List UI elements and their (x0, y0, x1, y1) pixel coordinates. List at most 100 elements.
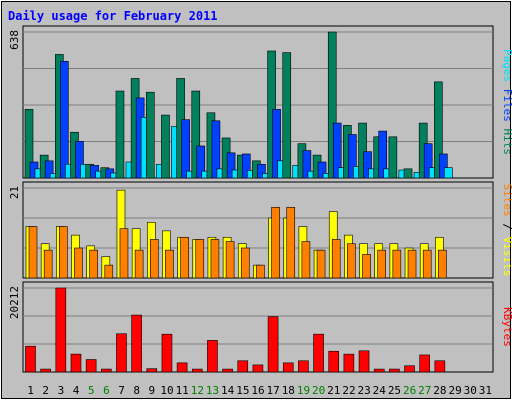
bar-hits-day-9 (145, 91, 155, 179)
bar-kbytes-day-14 (222, 368, 233, 373)
bar-kbytes-day-9 (146, 368, 158, 373)
x-tick-label-18: 18 (282, 384, 295, 397)
x-tick-label-3: 3 (58, 384, 65, 397)
x-tick-label-9: 9 (149, 384, 156, 397)
bar-kbytes-day-8 (131, 314, 142, 373)
legend-top: Pages Files Hits (501, 49, 512, 155)
bar-files-day-19 (302, 150, 312, 179)
bar-files-day-20 (317, 161, 327, 179)
bar-kbytes-day-6 (101, 368, 112, 373)
x-tick-label-6: 6 (103, 384, 110, 397)
x-tick-label-31: 31 (479, 384, 492, 397)
x-tick-label-28: 28 (433, 384, 446, 397)
bar-sites-day-28 (438, 249, 447, 279)
bar-sites-day-15 (240, 247, 250, 279)
x-tick-label-23: 23 (358, 384, 371, 397)
x-tick-label-16: 16 (251, 384, 264, 397)
bar-sites-day-22 (347, 243, 356, 279)
bar-files-day-27 (423, 143, 433, 179)
bar-kbytes-day-28 (434, 360, 446, 373)
x-tick-label-12: 12 (191, 384, 204, 397)
bar-sites-day-23 (362, 254, 371, 279)
legend-item-visits: Visits (501, 230, 512, 276)
bar-kbytes-day-1 (25, 345, 36, 373)
bar-kbytes-day-2 (40, 368, 51, 373)
bar-hits-day-10 (161, 114, 170, 179)
bar-kbytes-day-4 (70, 353, 82, 373)
bar-sites-day-10 (165, 249, 174, 279)
bar-sites-day-18 (286, 206, 296, 279)
x-tick-label-30: 30 (464, 384, 477, 397)
bar-sites-day-17 (271, 206, 280, 279)
bar-files-day-21 (332, 122, 342, 179)
bar-sites-day-26 (407, 249, 417, 279)
bar-files-day-16 (257, 163, 266, 179)
bar-sites-day-4 (74, 247, 83, 279)
bar-kbytes-day-24 (373, 368, 385, 373)
x-tick-label-26: 26 (403, 384, 416, 397)
bar-kbytes-day-20 (313, 333, 324, 373)
x-tick-label-24: 24 (373, 384, 387, 397)
bar-kbytes-day-16 (252, 364, 264, 373)
bar-files-day-28 (439, 153, 448, 179)
bar-kbytes-day-15 (237, 360, 249, 373)
x-tick-label-5: 5 (88, 384, 95, 397)
bar-hits-day-18 (282, 52, 292, 179)
x-tick-label-22: 22 (342, 384, 355, 397)
bar-sites-day-6 (104, 264, 114, 279)
bar-hits-day-12 (191, 90, 201, 179)
x-tick-label-25: 25 (388, 384, 401, 397)
bar-sites-day-16 (256, 264, 265, 279)
bar-files-day-23 (363, 151, 372, 179)
bar-kbytes-day-5 (85, 359, 97, 373)
panel-top (22, 25, 494, 179)
max-label-bottom: 20212 (8, 286, 21, 319)
bar-files-day-11 (181, 119, 190, 179)
bar-kbytes-day-21 (328, 350, 340, 373)
bar-sites-day-21 (331, 239, 341, 279)
x-tick-label-14: 14 (221, 384, 235, 397)
bar-sites-day-19 (301, 241, 311, 279)
bar-kbytes-day-27 (419, 354, 430, 373)
x-tick-label-1: 1 (27, 384, 34, 397)
x-tick-label-8: 8 (133, 384, 140, 397)
legend-item-pages: Pages (501, 49, 512, 82)
bar-sites-day-24 (377, 249, 387, 279)
bar-files-day-12 (196, 145, 206, 179)
bar-files-day-3 (60, 60, 69, 179)
bar-kbytes-day-26 (404, 365, 415, 373)
x-tick-label-27: 27 (418, 384, 431, 397)
bar-kbytes-day-10 (161, 333, 173, 373)
bar-sites-day-25 (392, 249, 402, 279)
legend-bottom: KBytes (501, 307, 512, 347)
panel-bottom (22, 281, 494, 373)
x-tick-label-29: 29 (448, 384, 461, 397)
x-tick-label-4: 4 (73, 384, 80, 397)
bar-hits-day-28 (434, 81, 443, 179)
x-tick-label-2: 2 (42, 384, 49, 397)
x-tick-label-17: 17 (267, 384, 280, 397)
bar-files-day-24 (378, 130, 388, 179)
bar-sites-day-27 (422, 249, 432, 279)
bar-kbytes-day-11 (176, 362, 188, 373)
bar-hits-day-7 (115, 90, 125, 179)
bar-sites-day-8 (134, 249, 144, 279)
bar-hits-day-21 (327, 31, 337, 179)
bar-kbytes-day-23 (358, 350, 370, 373)
bar-files-day-13 (211, 120, 221, 179)
bar-hits-day-26 (403, 168, 413, 179)
bar-hits-day-1 (24, 109, 34, 179)
bar-pages-day-28 (444, 167, 453, 179)
bar-kbytes-day-22 (343, 353, 355, 373)
bar-hits-day-23 (358, 122, 367, 179)
bar-sites-day-5 (89, 249, 98, 279)
bar-files-day-14 (226, 152, 236, 179)
bar-sites-day-13 (210, 239, 220, 279)
x-tick-label-21: 21 (327, 384, 340, 397)
bar-kbytes-day-19 (298, 360, 309, 373)
bar-sites-day-1 (28, 226, 38, 279)
bar-sites-day-12 (195, 239, 205, 279)
x-tick-label-7: 7 (118, 384, 125, 397)
